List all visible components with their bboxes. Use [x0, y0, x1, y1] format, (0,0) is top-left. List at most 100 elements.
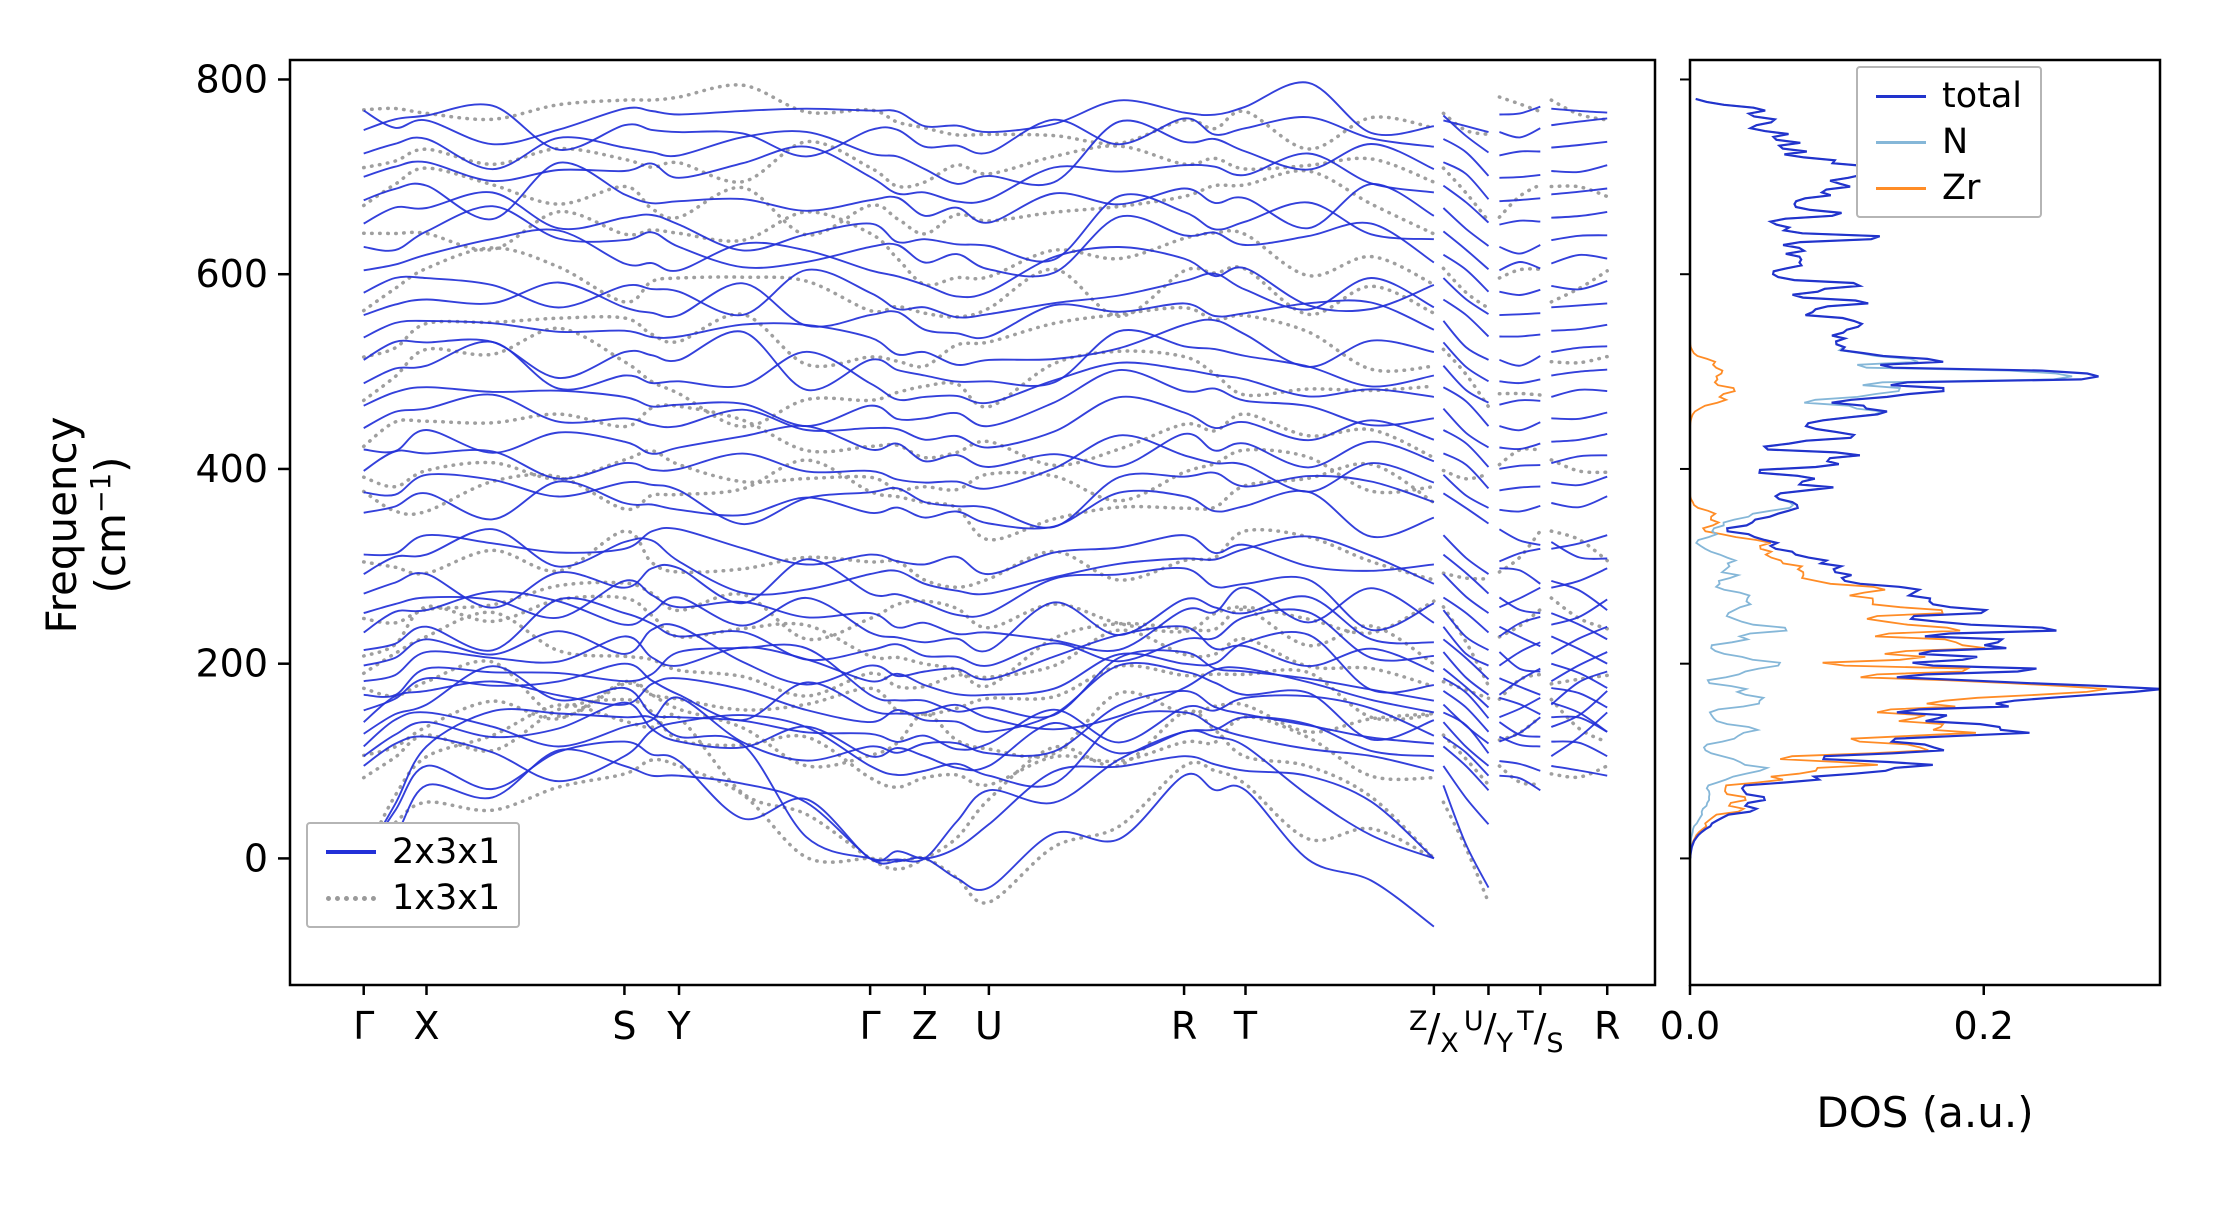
phonon-band-segment — [1550, 612, 1608, 641]
phonon-band-segment — [1499, 677, 1541, 696]
phonon-band-dotted-segment — [1497, 95, 1543, 114]
phonon-band-segment — [1550, 635, 1608, 665]
phonon-band-segment — [1499, 760, 1541, 772]
phonon-band-segment — [1551, 280, 1608, 291]
phonon-band-segment — [1551, 534, 1608, 550]
phonon-band-segment — [1499, 355, 1541, 367]
phonon-band-segment — [1442, 253, 1490, 293]
phonon-band-segment — [1442, 573, 1490, 614]
phonon-band-dotted-segment — [1549, 458, 1609, 475]
phonon-band-dotted — [361, 757, 1436, 905]
dos-panel-frame — [1688, 58, 2162, 987]
phonon-band-segment — [1551, 302, 1608, 309]
phonon-band-segment — [1499, 735, 1541, 748]
phonon-band — [363, 393, 1435, 449]
phonon-band-dotted-segment — [1441, 800, 1491, 904]
phonon-band-dotted-segment — [1497, 764, 1543, 786]
x-tick-label: T/S — [1516, 1006, 1563, 1059]
phonon-band — [363, 268, 1435, 319]
dos-curves — [1690, 97, 2160, 859]
phonon-band-dotted — [361, 326, 1436, 429]
phonon-band-segment — [1442, 667, 1490, 709]
y-axis-label-suffix: ) — [86, 456, 135, 473]
phonon-band-segment — [1551, 388, 1608, 398]
phonon-band-dotted — [361, 580, 1436, 642]
x-tick-label: U/Y — [1464, 1006, 1514, 1059]
phonon-band-segment — [1499, 333, 1541, 338]
x-tick-label: R — [1171, 1004, 1197, 1048]
x-tick-label: U — [975, 1004, 1003, 1048]
phonon-band-segment — [1442, 114, 1490, 154]
phonon-band-segment — [1442, 161, 1490, 200]
phonon-band — [362, 708, 1435, 863]
phonon-band-dotted-segment — [1549, 673, 1609, 686]
phonon-band-segment — [1499, 399, 1541, 406]
phonon-band-segment — [1499, 173, 1541, 179]
phonon-band — [362, 740, 1435, 862]
phonon-band-segment — [1499, 244, 1541, 255]
x-tick-label: Γ — [353, 1004, 374, 1048]
phonon-band-segment — [1442, 735, 1490, 777]
phonon-band-segment — [1499, 567, 1541, 585]
phonon-band-dotted-segment — [1549, 269, 1609, 304]
y-tick-label: 0 — [244, 836, 268, 880]
phonon-band-segment — [1442, 320, 1489, 361]
phonon-band-segment — [1499, 219, 1541, 226]
phonon-band — [363, 528, 1435, 596]
phonon-band-segment — [1551, 598, 1608, 626]
phonon-band-segment — [1498, 651, 1541, 673]
phonon-band-segment — [1551, 495, 1608, 509]
phonon-band-segment — [1499, 105, 1541, 116]
legend-dotted-line-icon — [326, 895, 376, 901]
phonon-band-segment — [1551, 662, 1608, 689]
phonon-band — [363, 369, 1435, 428]
phonon-band-segment — [1499, 504, 1541, 513]
x-tick-label: T — [1233, 1004, 1258, 1048]
phonon-band-segment — [1442, 785, 1490, 889]
legend-label-zr: Zr — [1942, 168, 1981, 208]
phonon-band-segment — [1442, 638, 1490, 680]
phonon-band-dotted-segment — [1441, 571, 1491, 581]
phonon-band-segment — [1442, 703, 1490, 745]
phonon-band — [363, 662, 1435, 731]
phonon-band-dotted-segment — [1441, 468, 1491, 481]
phonon-band-segment — [1550, 625, 1608, 655]
dos-legend-entry-n: N — [1876, 122, 2022, 162]
phonon-band-segment — [1442, 745, 1490, 791]
x-tick-label: R — [1594, 1004, 1620, 1048]
band-legend: 2x3x1 1x3x1 — [306, 822, 521, 928]
phonon-band-segment — [1499, 150, 1541, 157]
phonon-band — [363, 710, 1435, 788]
phonon-band-segment — [1551, 454, 1608, 465]
legend-label-total: total — [1942, 76, 2023, 116]
dos-x-tick-label: 0.0 — [1660, 1004, 1720, 1048]
y-axis-label-sup: −1 — [86, 472, 117, 514]
phonon-band-dotted-segment — [1549, 596, 1609, 631]
phonon-band-segment — [1499, 774, 1541, 792]
phonon-band-dotted-segment — [1441, 679, 1491, 701]
y-tick-label: 600 — [195, 252, 268, 296]
phonon-band-dotted — [361, 83, 1436, 151]
phonon-band-dotted-segment — [1497, 607, 1543, 639]
phonon-band-segment — [1442, 553, 1490, 595]
phonon-band-segment — [1551, 107, 1608, 114]
phonon-band-dotted-segment — [1497, 267, 1543, 280]
phonon-band-dotted-segment — [1549, 764, 1609, 780]
phonon-band-segment — [1551, 323, 1608, 332]
phonon-band-dotted — [361, 679, 1436, 769]
phonon-band — [363, 145, 1435, 204]
phonon-band-dotted — [361, 305, 1436, 373]
phonon-band — [363, 318, 1435, 368]
phonon-band-segment — [1442, 596, 1490, 634]
phonon-band-dotted-segment — [1497, 391, 1543, 397]
phonon-band-segment — [1442, 677, 1490, 719]
phonon-band-segment — [1442, 207, 1490, 247]
phonon-band-segment — [1551, 140, 1608, 149]
phonon-band-dotted — [361, 166, 1436, 237]
phonon-band — [363, 526, 1434, 576]
dos-legend-entry-total: total — [1876, 76, 2022, 116]
phonon-band-segment — [1442, 651, 1490, 696]
phonon-band-dotted-segment — [1549, 98, 1609, 122]
